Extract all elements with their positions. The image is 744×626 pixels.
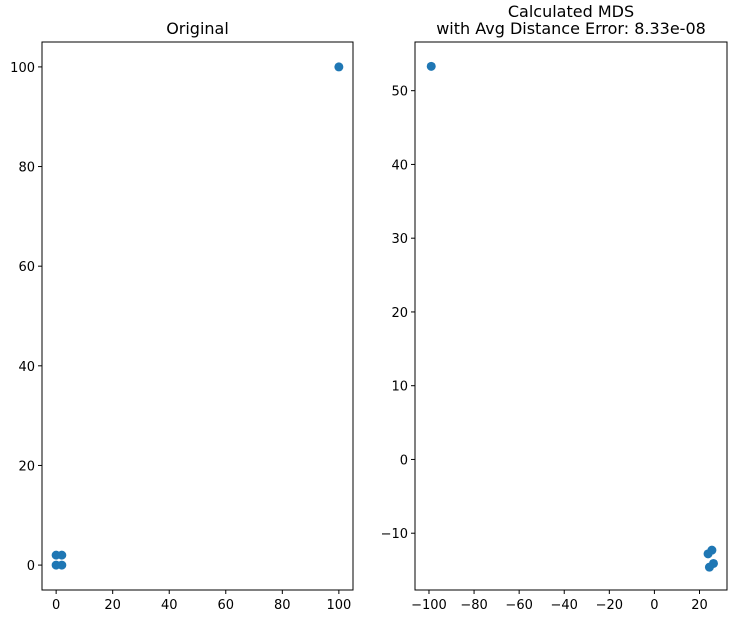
x-tick-label: 0 <box>650 598 658 613</box>
chart-title: Original <box>166 19 229 38</box>
x-tick-label: 20 <box>691 598 708 613</box>
scatter-point <box>57 560 67 570</box>
y-tick-label: 60 <box>18 260 35 275</box>
y-tick-label: 30 <box>391 232 408 247</box>
y-tick-label: 40 <box>18 360 35 375</box>
x-tick-label: 80 <box>274 598 291 613</box>
x-tick-label: −20 <box>596 598 623 613</box>
x-tick-label: 100 <box>326 598 351 613</box>
chart-title: Calculated MDS <box>508 2 634 21</box>
x-tick-label: −80 <box>460 598 487 613</box>
y-tick-label: −10 <box>381 527 408 542</box>
y-tick-label: 10 <box>391 380 408 395</box>
y-tick-label: 20 <box>18 459 35 474</box>
x-tick-label: −60 <box>505 598 532 613</box>
x-tick-label: −40 <box>551 598 578 613</box>
scatter-point <box>334 62 344 72</box>
y-tick-label: 0 <box>27 559 35 574</box>
scatter-point <box>57 550 67 560</box>
scatter-point <box>704 562 714 572</box>
y-tick-label: 80 <box>18 161 35 176</box>
x-tick-label: 20 <box>104 598 121 613</box>
x-tick-label: 60 <box>217 598 234 613</box>
scatter-point <box>426 61 436 71</box>
subplot-original: Original 0 20 40 60 80 100 0 20 40 60 80 100 <box>10 19 354 613</box>
y-tick-label: 20 <box>391 306 408 321</box>
scatter-point <box>703 549 713 559</box>
axes-frame <box>41 41 354 591</box>
axes-frame <box>414 41 728 591</box>
y-tick-label: 50 <box>391 85 408 100</box>
y-tick-label: 40 <box>391 158 408 173</box>
x-tick-label: 0 <box>52 598 60 613</box>
x-tick-label: 40 <box>161 598 178 613</box>
y-tick-label: 100 <box>10 61 35 76</box>
y-tick-label: 0 <box>400 453 408 468</box>
chart-title: with Avg Distance Error: 8.33e-08 <box>436 19 706 38</box>
x-tick-label: −100 <box>411 598 447 613</box>
